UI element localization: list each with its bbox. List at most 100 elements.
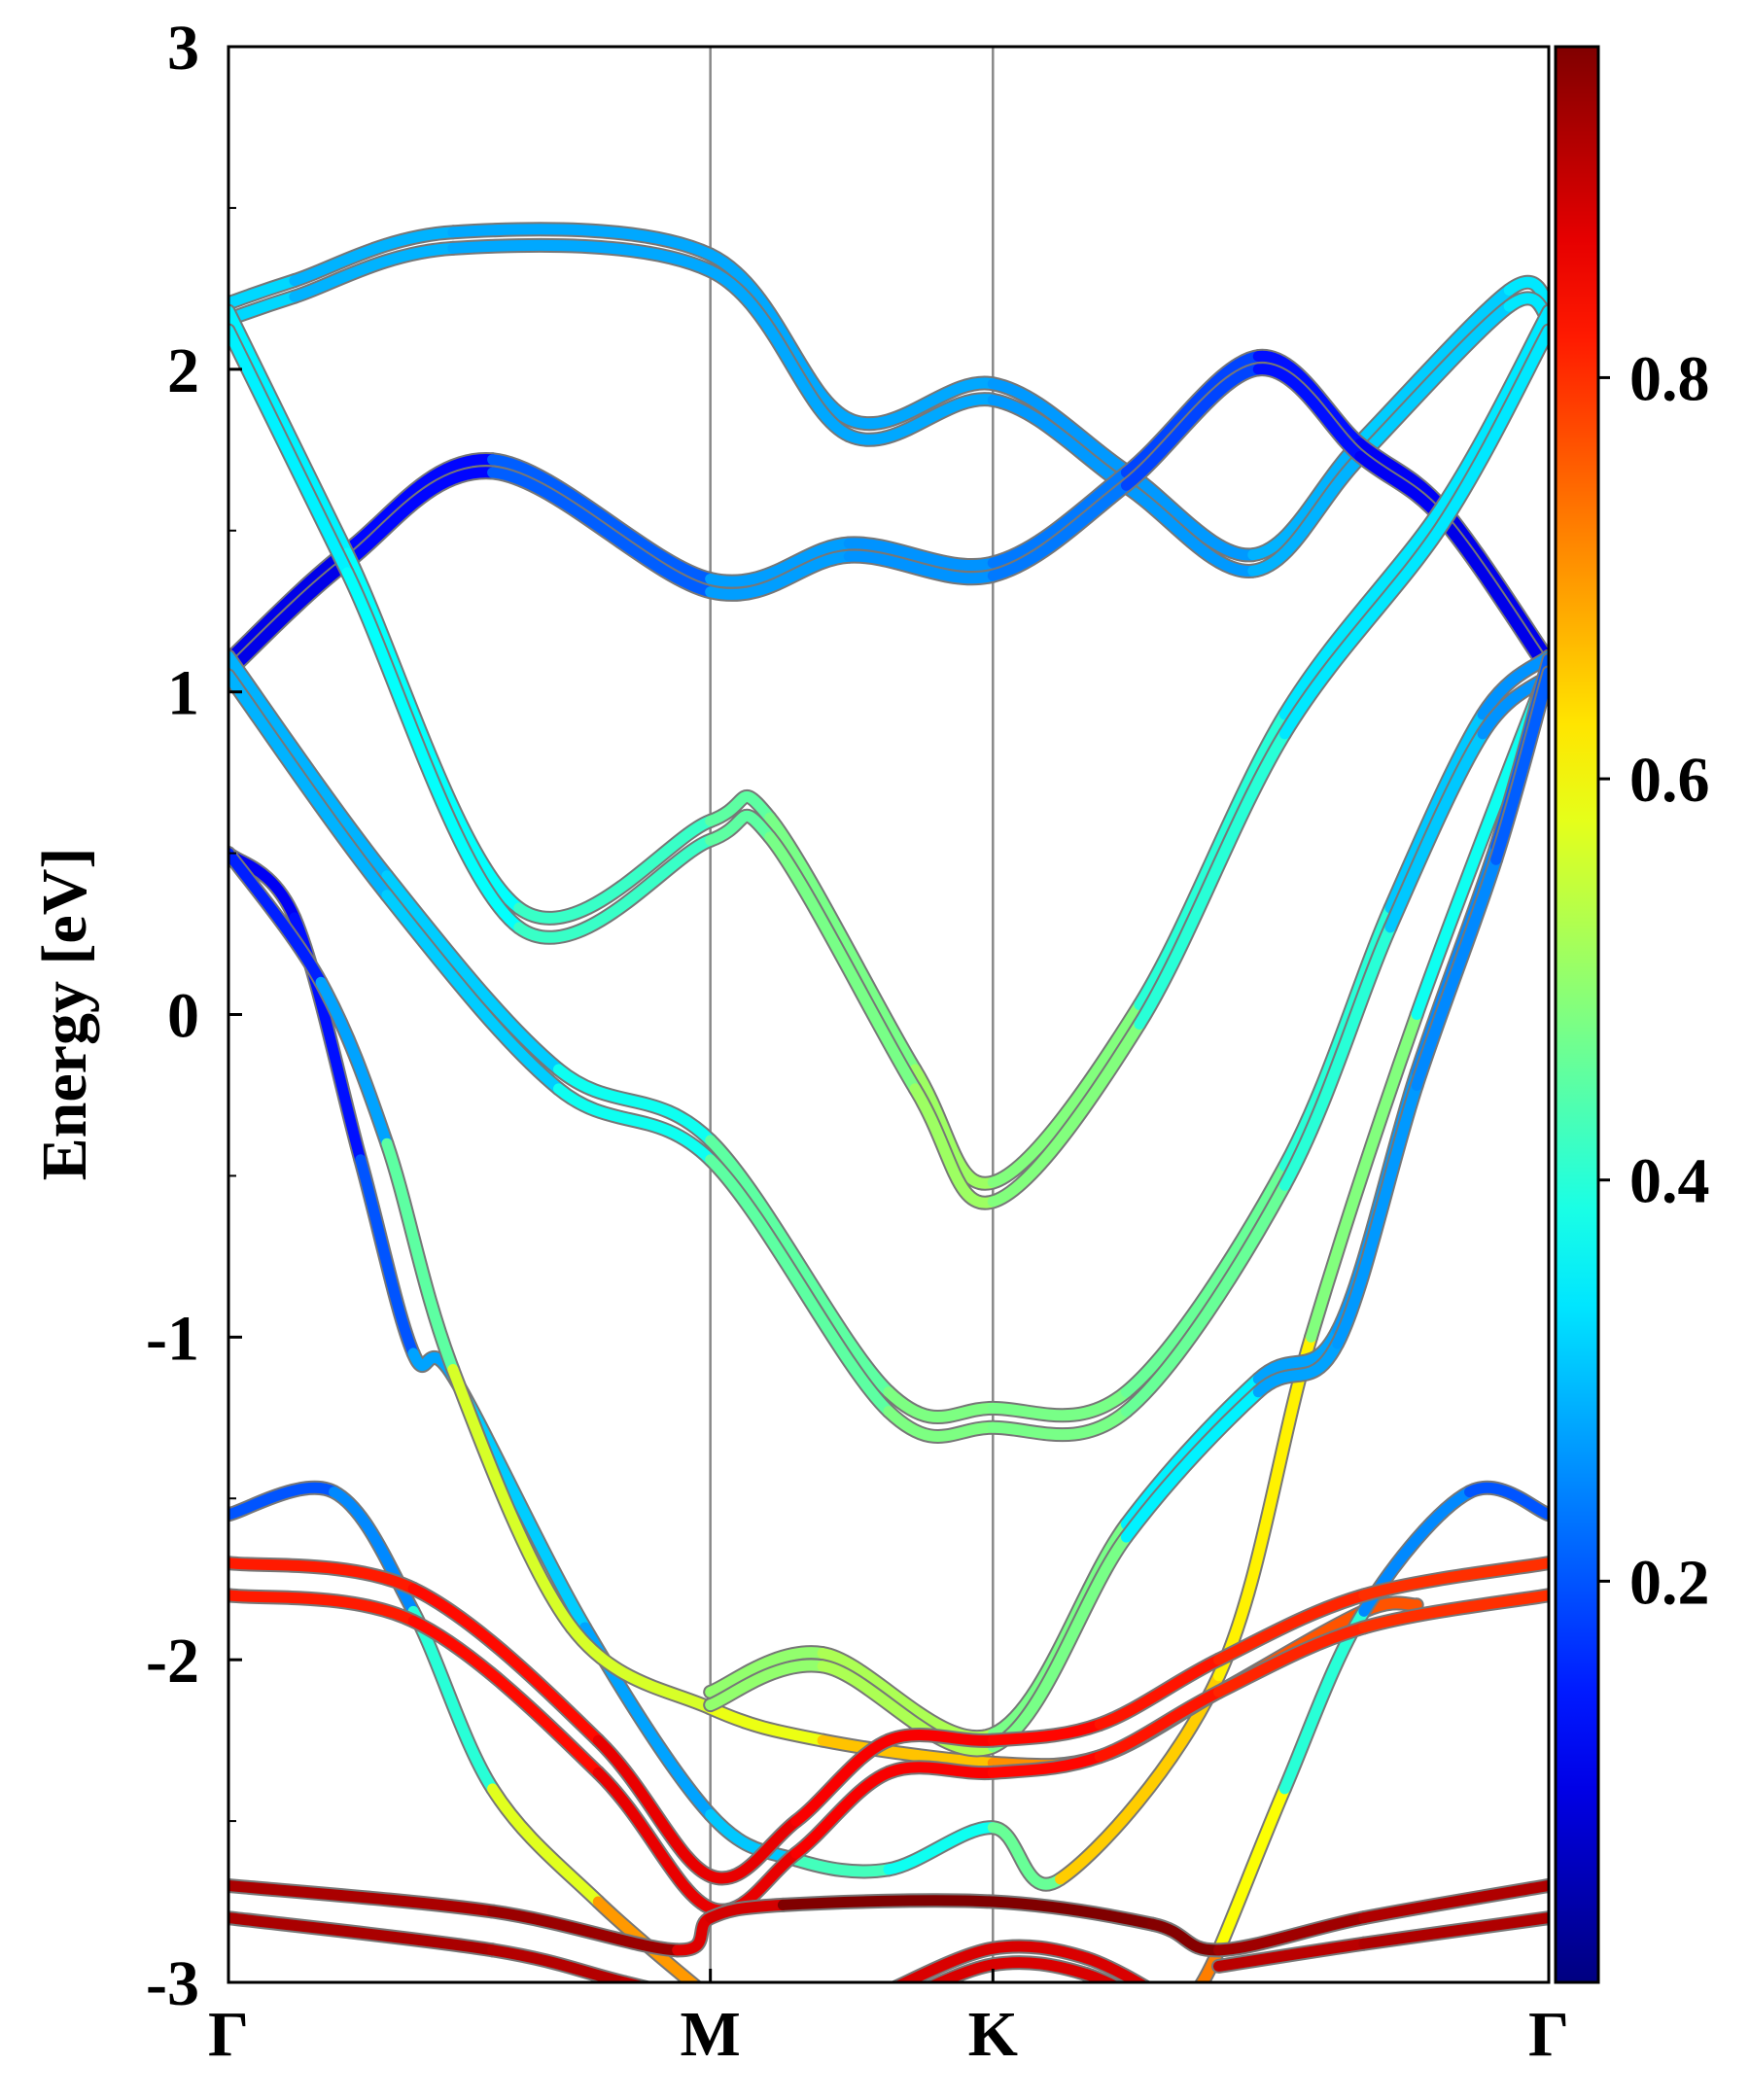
band-5 <box>228 658 1549 1892</box>
band-segment <box>843 377 998 430</box>
band-segment <box>987 1406 1132 1441</box>
band-segment <box>987 1751 1105 1778</box>
band-segment <box>447 224 717 261</box>
band-segment <box>987 1719 1105 1746</box>
band-segment <box>228 325 353 578</box>
band-segment <box>341 567 525 933</box>
band-segment <box>705 1702 828 1746</box>
band-segment <box>705 1647 828 1698</box>
band-segment <box>1120 1373 1264 1530</box>
band-segment <box>1120 1386 1264 1543</box>
band-segment <box>513 834 717 943</box>
band-segment <box>987 1957 1093 1980</box>
band-segment <box>1354 438 1449 514</box>
band-segment <box>1332 1080 1422 1349</box>
band-segment <box>553 1083 717 1166</box>
band-segment <box>407 1583 604 1746</box>
band-segment <box>777 1895 998 1910</box>
band-segment <box>909 1064 998 1189</box>
band-segment <box>1134 728 1290 1030</box>
band-segment <box>705 810 776 846</box>
band-segment <box>228 1590 419 1627</box>
band-segment <box>987 1386 1132 1421</box>
band-segment <box>1120 1160 1290 1398</box>
band-segment <box>592 1734 717 1881</box>
band-segment <box>987 1018 1145 1208</box>
band-segment <box>817 1734 998 1768</box>
colorbar-tick-label: 0.2 <box>1629 1547 1710 1618</box>
band-segment <box>228 557 353 679</box>
band-segment <box>1358 1558 1549 1601</box>
band-segment <box>843 394 998 445</box>
band-segment <box>1213 1912 1370 1956</box>
band-segment <box>817 1661 998 1756</box>
x-tick-label: Γ <box>208 1999 249 2070</box>
y-tick-label: 0 <box>167 981 199 1052</box>
band-segment <box>790 1734 894 1827</box>
band-segment <box>1120 465 1259 561</box>
band-segment <box>843 538 998 572</box>
band-segment <box>228 305 353 559</box>
band-segment <box>1213 1938 1370 1972</box>
band-segment <box>1196 1944 1224 1982</box>
band-segment <box>1252 364 1366 462</box>
y-tick-label: 2 <box>167 335 199 406</box>
band-segment <box>1278 499 1449 720</box>
y-tick-label: -3 <box>146 1948 199 2019</box>
band-segment <box>228 1912 499 1956</box>
band-segment <box>883 1762 998 1779</box>
band-segment <box>705 550 855 600</box>
colorbar-tick-label: 0.6 <box>1629 745 1710 816</box>
band-segment <box>341 454 499 556</box>
band-segment <box>1490 667 1549 865</box>
band-segment <box>1411 854 1502 1091</box>
band-segment <box>447 239 717 277</box>
bands <box>228 222 1549 1982</box>
x-tick-label: Γ <box>1528 1999 1569 2070</box>
band-segment <box>315 976 393 1149</box>
band-segment <box>1437 305 1549 510</box>
band-segment <box>289 227 459 287</box>
band-segment <box>407 1615 604 1778</box>
band-segment <box>987 378 1132 476</box>
band-segment <box>487 454 717 585</box>
band-segment <box>289 242 459 302</box>
band-segment <box>1464 1482 1549 1521</box>
x-tick-label: M <box>681 1999 741 2070</box>
y-tick-label: -1 <box>146 1303 199 1374</box>
band-segment <box>1358 1912 1549 1949</box>
band-segment <box>705 1660 828 1711</box>
band-segment <box>381 1138 459 1376</box>
band-segment <box>883 1822 998 1875</box>
band-segment <box>228 1879 499 1917</box>
y-tick-label: 3 <box>167 13 199 84</box>
band-segment <box>1120 364 1264 491</box>
band-segment <box>1437 325 1549 530</box>
band-segment <box>228 1482 340 1521</box>
band-segment <box>893 1942 998 1982</box>
band-segment <box>1437 515 1549 679</box>
band-segment <box>1213 1590 1370 1665</box>
band-segment <box>1247 436 1366 561</box>
band-segment <box>705 1815 802 1884</box>
band-segment <box>705 249 855 425</box>
band-segment <box>1134 709 1290 1011</box>
band-segment <box>553 1064 717 1146</box>
band-segment <box>355 1154 419 1359</box>
band-segment <box>228 1558 419 1594</box>
y-tick-label: 1 <box>167 658 199 729</box>
band-segment <box>513 815 717 924</box>
band-segment <box>987 467 1132 569</box>
band-segment <box>1306 1009 1422 1343</box>
band-13 <box>889 1939 1153 1982</box>
band-segment <box>883 1406 998 1442</box>
band-segment <box>329 1487 419 1617</box>
band-segment <box>1358 1879 1549 1924</box>
band-segment <box>1358 1590 1549 1633</box>
band-segment <box>1081 1952 1149 1982</box>
band-segment <box>1213 1622 1370 1698</box>
band-segment <box>764 812 921 1075</box>
band-segment <box>487 467 717 598</box>
band-1 <box>228 222 1549 578</box>
